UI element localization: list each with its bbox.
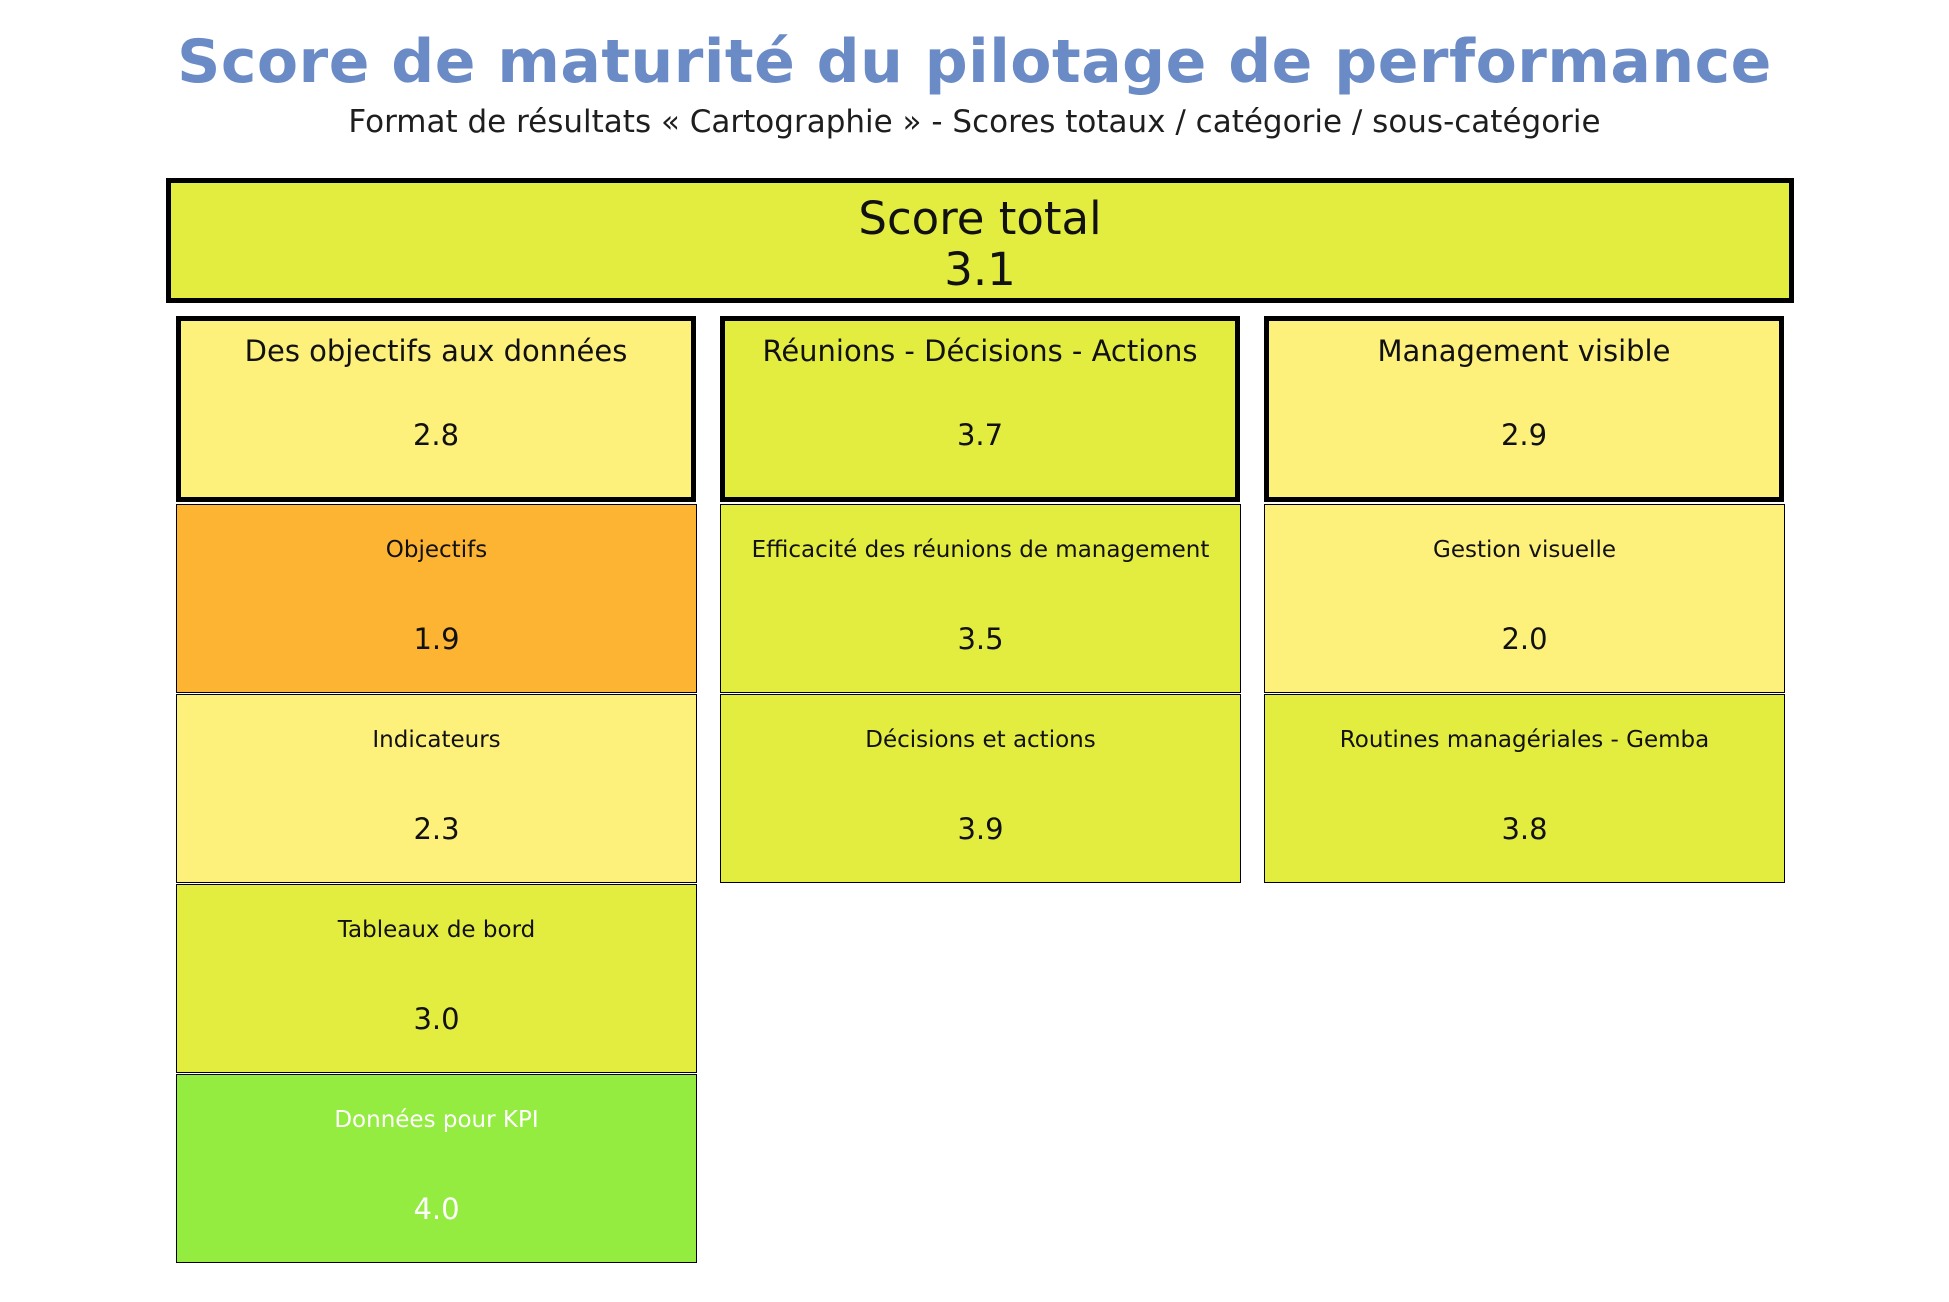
subcategory-label: Routines managériales - Gemba: [1339, 727, 1710, 753]
category-score: 2.8: [412, 418, 460, 452]
subcategory-box-decisions-actions: Décisions et actions 3.9: [720, 694, 1241, 883]
subcategory-box-gestion-visuelle: Gestion visuelle 2.0: [1264, 504, 1785, 693]
subcategory-label: Gestion visuelle: [1433, 537, 1616, 563]
category-label: Réunions - Décisions - Actions: [762, 334, 1198, 368]
category-label: Des objectifs aux données: [244, 334, 628, 368]
subcategory-label: Tableaux de bord: [337, 917, 536, 943]
subcategory-label: Efficacité des réunions de management: [751, 537, 1210, 563]
category-box-reunions-decisions-actions: Réunions - Décisions - Actions 3.7: [720, 316, 1240, 502]
subcategory-label: Décisions et actions: [865, 727, 1096, 753]
total-score-label: Score total: [858, 192, 1102, 245]
subcategory-score: 3.5: [957, 622, 1004, 656]
subcategory-box-tableaux-de-bord: Tableaux de bord 3.0: [176, 884, 697, 1073]
page-title: Score de maturité du pilotage de perform…: [177, 27, 1772, 97]
subcategory-box-donnees-kpi: Données pour KPI 4.0: [176, 1074, 697, 1263]
subcategory-score: 4.0: [413, 1192, 460, 1226]
subcategory-label: Données pour KPI: [334, 1107, 539, 1133]
category-box-objectifs-donnees: Des objectifs aux données 2.8: [176, 316, 696, 502]
page-subtitle: Format de résultats « Cartographie » - S…: [348, 104, 1601, 140]
subcategory-score: 2.3: [413, 812, 460, 846]
subcategory-box-routines-gemba: Routines managériales - Gemba 3.8: [1264, 694, 1785, 883]
category-label: Management visible: [1377, 334, 1671, 368]
subcategory-label: Indicateurs: [372, 727, 501, 753]
subcategory-score: 2.0: [1501, 622, 1548, 656]
subcategory-box-objectifs: Objectifs 1.9: [176, 504, 697, 693]
subcategory-score: 3.9: [957, 812, 1004, 846]
subcategory-score: 3.8: [1501, 812, 1548, 846]
category-score: 3.7: [956, 418, 1004, 452]
subcategory-score: 1.9: [413, 622, 460, 656]
category-score: 2.9: [1500, 418, 1548, 452]
total-score-value: 3.1: [944, 243, 1016, 296]
category-box-management-visible: Management visible 2.9: [1264, 316, 1784, 502]
total-score-box: Score total 3.1: [166, 178, 1794, 303]
subcategory-box-indicateurs: Indicateurs 2.3: [176, 694, 697, 883]
subcategory-score: 3.0: [413, 1002, 460, 1036]
subcategory-label: Objectifs: [385, 537, 488, 563]
subcategory-box-efficacite-reunions: Efficacité des réunions de management 3.…: [720, 504, 1241, 693]
